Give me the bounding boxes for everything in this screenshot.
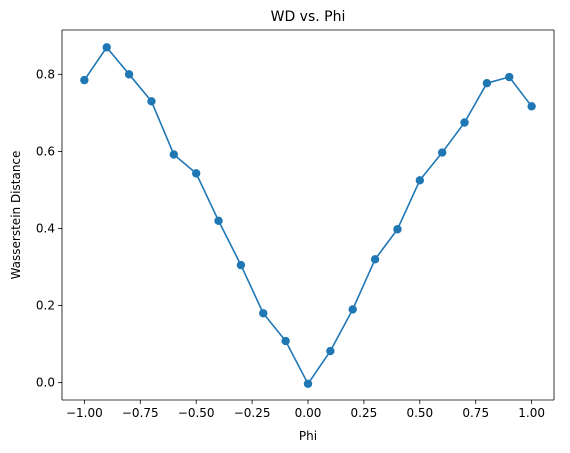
data-point (393, 225, 402, 234)
data-point (370, 255, 380, 264)
y-tick-label: 0.8 (36, 67, 55, 81)
x-tick-label: −1.00 (66, 406, 103, 420)
data-point (214, 216, 223, 225)
data-point (437, 148, 447, 157)
x-tick-label: 0.75 (462, 406, 489, 420)
data-point (281, 336, 290, 346)
y-tick-label: 0.4 (36, 221, 55, 235)
data-point (169, 150, 179, 159)
data-point (102, 43, 111, 52)
x-tick-label: −0.50 (178, 406, 215, 420)
x-tick-label: 0.50 (406, 406, 433, 420)
x-tick-label: −0.25 (234, 406, 271, 420)
x-tick-label: 0.25 (351, 406, 378, 420)
data-point (326, 346, 335, 356)
data-point (505, 72, 514, 82)
data-point (259, 309, 268, 318)
data-point (147, 97, 156, 106)
y-axis-label: Wasserstein Distance (9, 151, 23, 280)
x-tick-label: −0.75 (122, 406, 159, 420)
data-point (482, 78, 492, 88)
plot-area (61, 29, 555, 401)
x-axis-label: Phi (299, 429, 317, 443)
x-tick-label: 0.00 (295, 406, 322, 420)
y-tick-label: 0.0 (36, 376, 55, 390)
data-point (527, 102, 536, 111)
chart-title: WD vs. Phi (271, 9, 346, 25)
data-point (124, 70, 134, 79)
data-point (303, 379, 313, 389)
y-tick-label: 0.6 (36, 144, 55, 158)
data-point (80, 75, 89, 85)
data-point (236, 260, 246, 270)
data-point (348, 305, 357, 314)
data-point (191, 169, 201, 178)
y-tick-label: 0.2 (36, 299, 55, 313)
axes-ticks: −1.00 −0.75 −0.50 −0.25 0.00 0.25 0.50 0.75 1.00… (36, 67, 545, 420)
data-point (460, 118, 469, 127)
data-point (415, 176, 425, 185)
x-tick-label: 1.00 (518, 406, 545, 420)
